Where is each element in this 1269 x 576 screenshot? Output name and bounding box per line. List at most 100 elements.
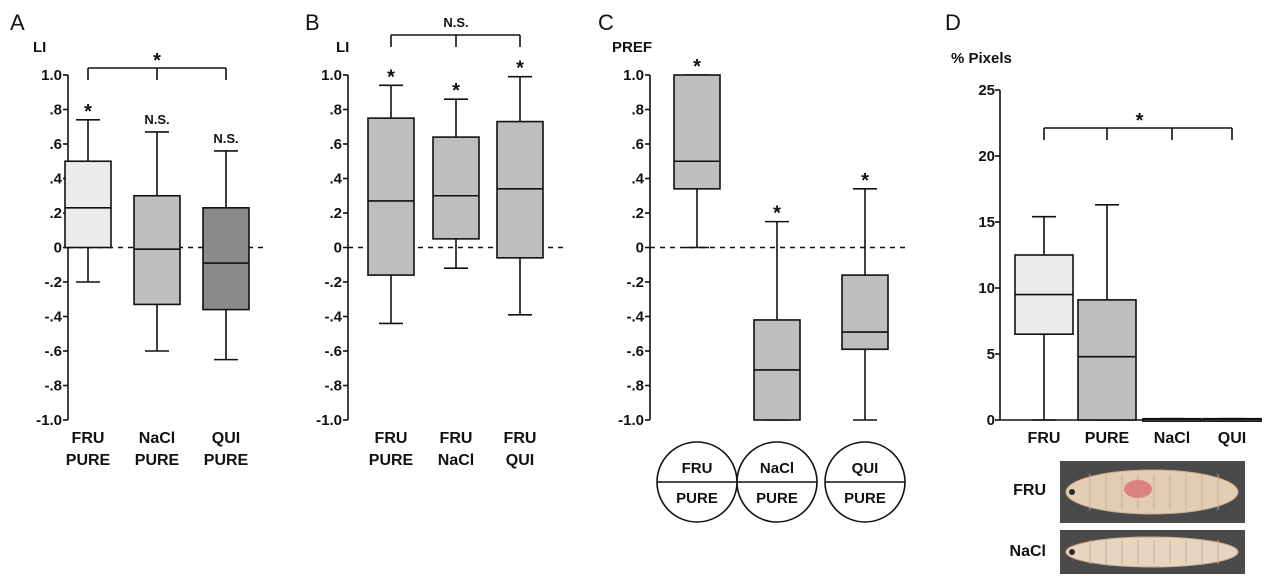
category-label-bottom: PURE <box>676 490 718 507</box>
panel-letter: B <box>305 10 320 35</box>
y-tick-label: .6 <box>329 136 342 153</box>
panel-d: D % Pixels 25 20 15 10 5 0 FRU PURE NaCl QUI * FRU NaC… <box>945 10 1262 574</box>
y-tick-label: -1.0 <box>36 412 62 429</box>
y-tick-label: 0 <box>54 240 62 257</box>
x-category-label: QUI <box>212 430 240 447</box>
significance-label: * <box>861 170 869 192</box>
y-tick-label: -.6 <box>324 343 342 360</box>
box-1: * <box>753 203 801 421</box>
x-category-label: PURE <box>369 452 414 469</box>
larva-mouthhook <box>1069 489 1075 495</box>
box-iqr <box>202 207 250 311</box>
y-tick-label: .6 <box>631 136 644 153</box>
y-tick-label: -.2 <box>324 274 342 291</box>
y-tick-label: 5 <box>987 346 995 363</box>
y-tick-label: 0 <box>636 240 644 257</box>
panel-a: A LI 1.0 .8 .6 .4 .2 0 -.2 -.4 -.6 -.8 -1.0 * N.S. N.S.… <box>10 10 268 469</box>
y-tick-label: .8 <box>631 102 644 119</box>
y-tick-label: 15 <box>978 214 995 231</box>
panel-b: B LI 1.0 .8 .6 .4 .2 0 -.2 -.4 -.6 -.8 -1.0 * * * FRU PUR… <box>305 10 568 469</box>
significance-label: N.S. <box>144 112 169 127</box>
box-0 <box>1014 215 1074 421</box>
photo-label: NaCl <box>1010 543 1046 560</box>
y-tick-label: -.8 <box>44 378 62 395</box>
y-tick-label: -.4 <box>44 309 62 326</box>
x-category-label: PURE <box>66 452 111 469</box>
y-tick-label: -.8 <box>626 378 644 395</box>
category-circle: QUI PURE <box>824 441 906 523</box>
category-label-bottom: PURE <box>756 490 798 507</box>
y-tick-label: -.8 <box>324 378 342 395</box>
y-tick-label: .8 <box>49 102 62 119</box>
y-tick-label: -.2 <box>626 274 644 291</box>
y-axis-label: LI <box>336 39 349 56</box>
larva-mouthhook <box>1069 549 1075 555</box>
box-2 <box>1142 417 1202 422</box>
box-2: * <box>841 170 889 421</box>
y-tick-label: 1.0 <box>623 67 644 84</box>
y-tick-label: .4 <box>49 171 62 188</box>
panel-letter: C <box>598 10 614 35</box>
panel-letter: D <box>945 10 961 35</box>
larva-photo-fru: FRU <box>1013 461 1245 523</box>
significance-label: * <box>452 80 460 102</box>
y-tick-label: .4 <box>329 171 342 188</box>
y-tick-label: 20 <box>978 148 995 165</box>
box-iqr <box>1077 299 1137 421</box>
box-0: * <box>673 56 721 249</box>
y-tick-label: 25 <box>978 82 995 99</box>
y-tick-label: .2 <box>49 205 62 222</box>
x-category-label: NaCl <box>438 452 474 469</box>
x-category-label: FRU <box>375 430 408 447</box>
x-category-label: FRU <box>504 430 537 447</box>
y-tick-label: 10 <box>978 280 995 297</box>
x-category-label: NaCl <box>139 430 175 447</box>
box-1 <box>1077 204 1137 421</box>
box-iqr <box>367 117 415 276</box>
box-iqr <box>64 160 112 249</box>
y-axis-label: LI <box>33 39 46 56</box>
y-tick-label: .6 <box>49 136 62 153</box>
y-tick-label: .2 <box>329 205 342 222</box>
significance-bracket: * <box>87 50 227 80</box>
x-category-label: NaCl <box>1154 430 1190 447</box>
y-axis-label: % Pixels <box>951 50 1012 67</box>
box-2: * <box>496 58 544 316</box>
x-category-label: QUI <box>506 452 534 469</box>
box-0: * <box>367 66 415 325</box>
category-label-top: QUI <box>852 460 879 477</box>
larva-body <box>1065 536 1239 568</box>
y-tick-label: -.6 <box>626 343 644 360</box>
x-category-label: FRU <box>72 430 105 447</box>
x-category-label: FRU <box>1028 430 1061 447</box>
x-category-label: PURE <box>1085 430 1130 447</box>
y-tick-label: -.2 <box>44 274 62 291</box>
y-axis-label: PREF <box>612 39 652 56</box>
box-1: N.S. <box>133 112 181 352</box>
panel-c: C PREF 1.0 .8 .6 .4 .2 0 -.2 -.4 -.6 -.8 -1.0 * * * FRU P… <box>598 10 908 523</box>
category-circle: NaCl PURE <box>736 441 818 523</box>
box-2: N.S. <box>202 131 250 361</box>
x-category-label: PURE <box>135 452 180 469</box>
significance-bracket: * <box>1043 110 1233 140</box>
y-tick-label: 0 <box>987 412 995 429</box>
x-category-label: FRU <box>440 430 473 447</box>
box-iqr <box>496 120 544 259</box>
significance-label: * <box>387 66 395 88</box>
y-tick-label: -.6 <box>44 343 62 360</box>
category-label-bottom: PURE <box>844 490 886 507</box>
x-category-label: QUI <box>1218 430 1246 447</box>
box-iqr <box>841 274 889 351</box>
significance-label: * <box>693 56 701 78</box>
category-label-top: NaCl <box>760 460 794 477</box>
bracket-label: * <box>153 50 161 72</box>
significance-bracket: N.S. <box>390 15 521 47</box>
y-tick-label: -1.0 <box>618 412 644 429</box>
larva-photo-nacl: NaCl <box>1010 530 1245 574</box>
y-tick-label: .8 <box>329 102 342 119</box>
y-tick-label: -.4 <box>626 309 644 326</box>
x-category-label: PURE <box>204 452 249 469</box>
significance-label: N.S. <box>213 131 238 146</box>
ingested-dye-spot <box>1124 480 1152 498</box>
box-iqr <box>133 194 181 306</box>
